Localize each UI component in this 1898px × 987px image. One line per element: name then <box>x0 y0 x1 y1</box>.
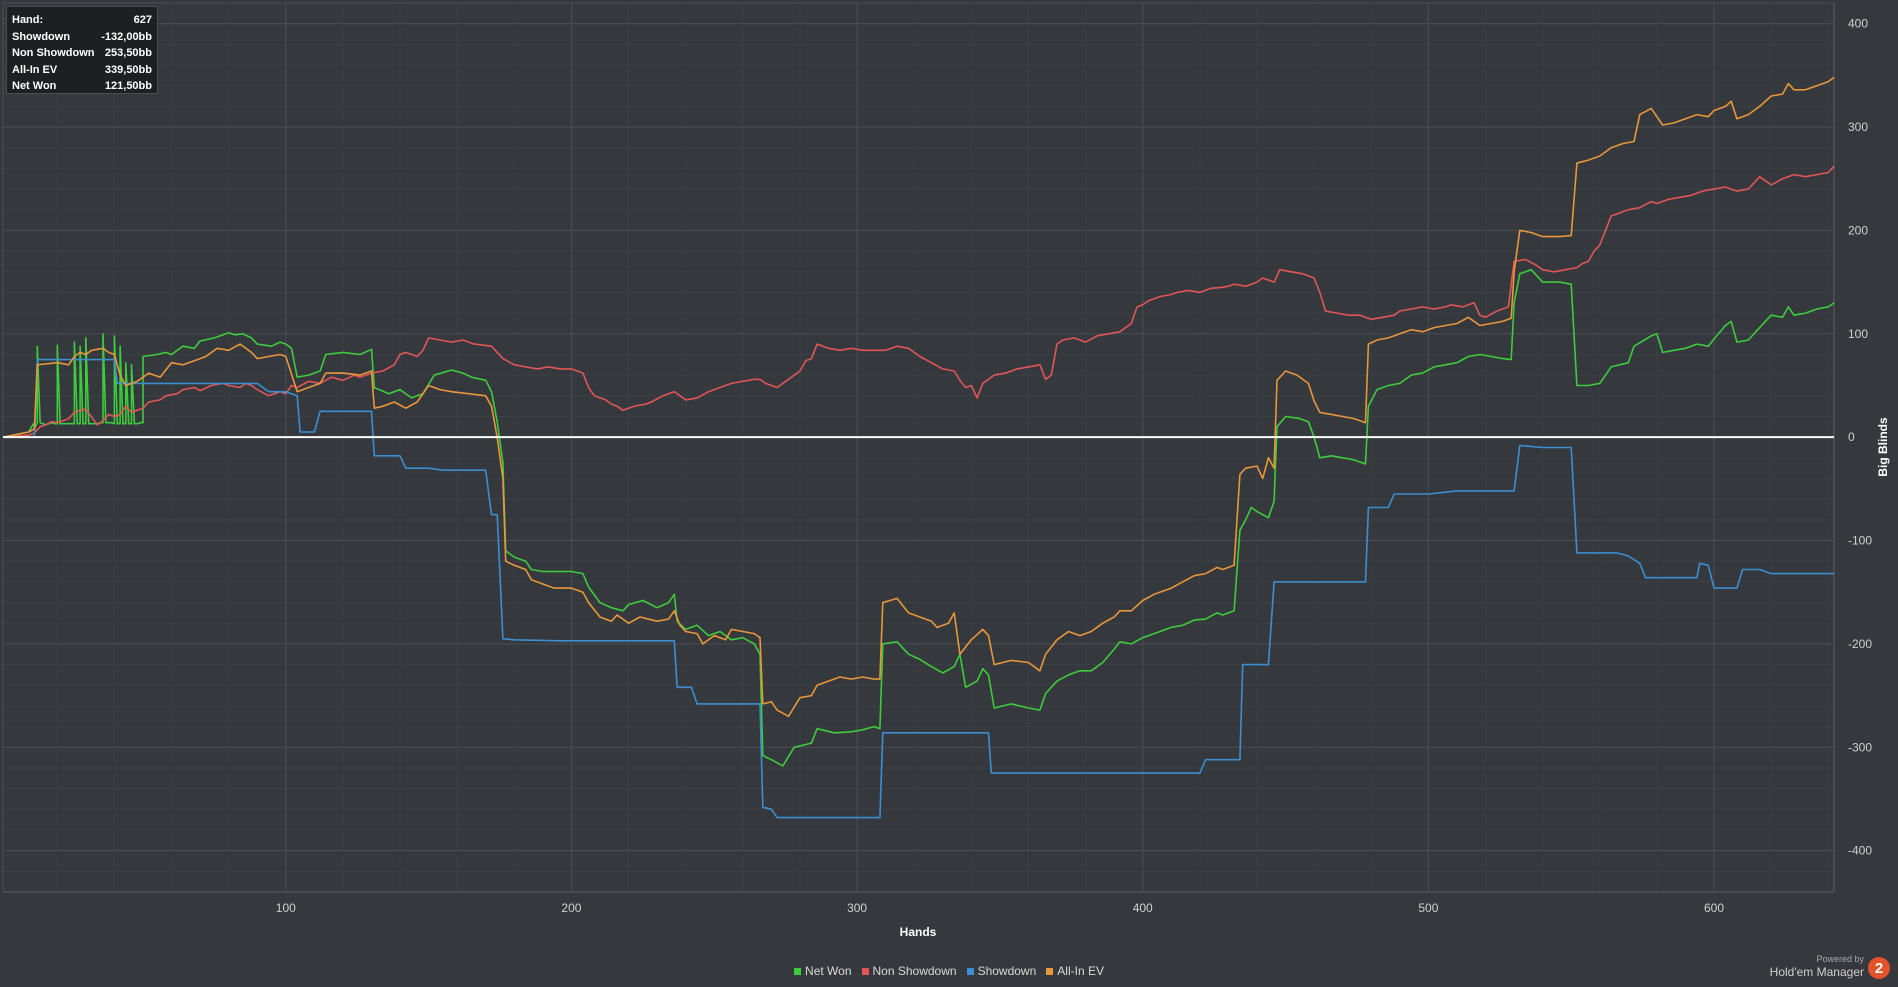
legend-label: Non Showdown <box>872 964 957 978</box>
tooltip-row-non-showdown: Non Showdown 253,50bb <box>12 45 152 62</box>
branding: Powered by Hold'em Manager 2 <box>1770 954 1890 979</box>
y-axis-label: Big Blinds <box>1876 417 1890 477</box>
x-tick-label: 200 <box>561 901 581 915</box>
tooltip-label: Showdown <box>12 30 71 43</box>
brand-name: Hold'em Manager <box>1769 965 1864 979</box>
legend-item-all-in-ev[interactable]: All-In EV <box>1046 964 1104 978</box>
plot-border <box>2 2 1835 893</box>
x-tick-label: 500 <box>1418 901 1438 915</box>
legend-item-non-showdown[interactable]: Non Showdown <box>861 964 957 978</box>
tooltip-row-showdown: Showdown -132,00bb <box>12 29 152 46</box>
tooltip-value: 253,50bb <box>104 47 152 59</box>
tooltip-label: Hand: <box>12 14 44 26</box>
legend-label: Showdown <box>977 964 1037 978</box>
series-lines <box>2 76 1835 819</box>
y-tick-label: 100 <box>1848 327 1868 341</box>
hem-logo-icon: 2 <box>1868 957 1890 979</box>
y-tick-label: 300 <box>1848 120 1868 134</box>
y-tick-label: 0 <box>1848 430 1855 444</box>
chart-legend: Net Won Non Showdown Showdown All-In EV <box>0 964 1898 978</box>
series-line-all-in-ev <box>2 76 1835 718</box>
x-tick-label: 300 <box>847 901 867 915</box>
tooltip-label: Net Won <box>12 80 57 92</box>
legend-swatch <box>794 967 802 975</box>
y-tick-label: -300 <box>1848 740 1872 754</box>
x-axis-label: Hands <box>900 925 937 939</box>
y-tick-label: -100 <box>1848 534 1872 548</box>
tooltip-label: Non Showdown <box>12 47 95 59</box>
y-tick-label: -200 <box>1848 637 1872 651</box>
legend-swatch <box>861 967 869 975</box>
tooltip-value: -132,00bb <box>101 30 152 43</box>
series-line-net-won <box>2 268 1835 767</box>
powered-by-text: Powered by <box>1816 954 1864 964</box>
tooltip-label: All-In EV <box>12 63 58 76</box>
y-axis-ticks: 400 300 200 100 0 -100 -200 -300 -400 <box>1848 17 1872 858</box>
hand-tooltip: Hand: 627 Showdown -132,00bb Non Showdow… <box>6 6 158 94</box>
legend-label: Net Won <box>805 964 852 978</box>
x-axis-ticks: 100 200 300 400 500 600 <box>276 901 1725 915</box>
tooltip-value: 339,50bb <box>104 63 152 76</box>
series-line-showdown <box>3 358 1834 819</box>
legend-item-showdown[interactable]: Showdown <box>966 964 1037 978</box>
tooltip-row-net-won: Net Won 121,50bb <box>12 78 152 95</box>
legend-label: All-In EV <box>1057 964 1104 978</box>
x-tick-label: 100 <box>276 901 296 915</box>
x-tick-label: 400 <box>1133 901 1153 915</box>
major-gridlines <box>3 3 1834 892</box>
minor-gridlines <box>3 3 1834 892</box>
y-tick-label: -400 <box>1848 844 1872 858</box>
legend-swatch <box>1046 967 1054 975</box>
tooltip-row-hand: Hand: 627 <box>12 12 152 29</box>
y-tick-label: 200 <box>1848 223 1868 237</box>
tooltip-value: 627 <box>133 14 152 26</box>
y-tick-label: 400 <box>1848 17 1868 31</box>
tooltip-row-all-in-ev: All-In EV 339,50bb <box>12 62 152 79</box>
tooltip-value: 121,50bb <box>104 80 152 92</box>
series-line-non-showdown <box>2 165 1835 438</box>
legend-swatch <box>966 967 974 975</box>
x-tick-label: 600 <box>1704 901 1724 915</box>
legend-item-net-won[interactable]: Net Won <box>794 964 852 978</box>
